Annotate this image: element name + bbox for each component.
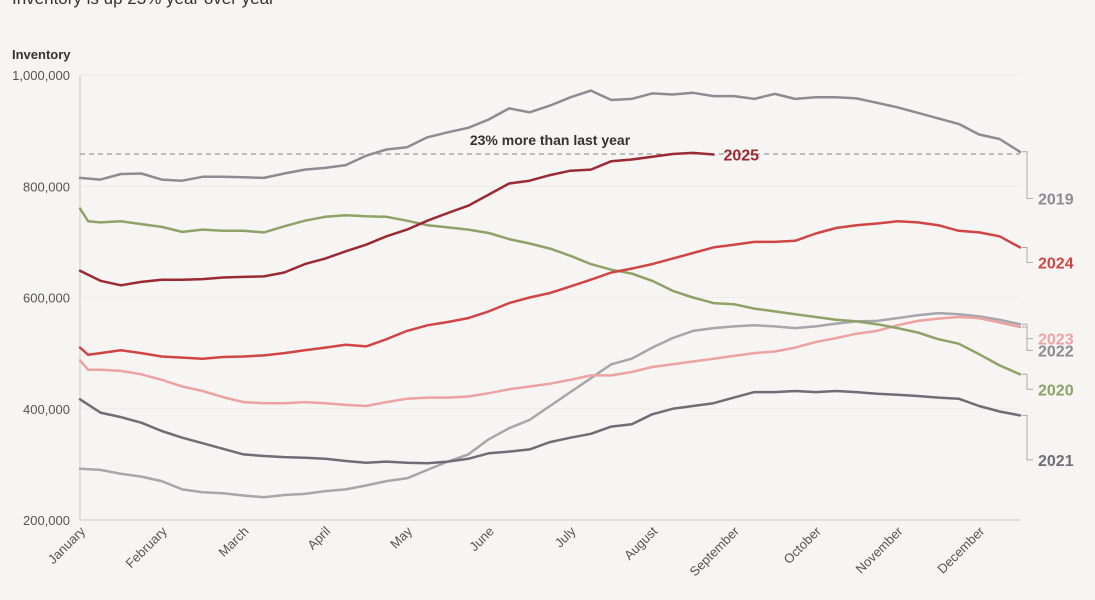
series-label-2025: 2025 (723, 148, 759, 165)
y-tick-label: 600,000 (23, 291, 70, 306)
series-line-2022 (78, 311, 1022, 499)
series-label-2020: 2020 (1038, 382, 1074, 399)
y-tick-label: 400,000 (23, 402, 70, 417)
y-axis-label: Inventory (12, 47, 71, 62)
series-label-2019: 2019 (1038, 191, 1074, 208)
leader-2020 (1022, 373, 1033, 390)
leader-2024 (1022, 246, 1033, 263)
x-tick-label: February (122, 523, 170, 571)
leader-2022 (1022, 323, 1033, 351)
x-tick-label: March (215, 524, 251, 560)
leader-2021 (1022, 414, 1033, 461)
series-line-2020 (78, 207, 1022, 376)
x-tick-label: September (686, 523, 742, 579)
series-line-2024 (78, 220, 1022, 360)
reference-annotation: 23% more than last year (470, 132, 631, 148)
x-tick-label: August (621, 523, 660, 562)
x-tick-label: June (466, 524, 497, 555)
series-line-2021 (78, 389, 1022, 465)
leader-2019 (1022, 151, 1033, 199)
series-label-2024: 2024 (1038, 255, 1074, 272)
y-tick-label: 800,000 (23, 179, 70, 194)
series-line-2019 (78, 89, 1022, 182)
series-label-2023: 2023 (1038, 332, 1074, 349)
series-line-2025 (78, 151, 715, 287)
y-tick-label: 200,000 (23, 513, 70, 528)
x-tick-label: November (853, 523, 906, 576)
x-tick-label: October (780, 523, 824, 567)
x-tick-label: May (387, 523, 415, 551)
series-label-2021: 2021 (1038, 453, 1074, 470)
y-tick-label: 1,000,000 (12, 68, 70, 83)
x-tick-label: July (552, 523, 579, 550)
x-tick-label: April (304, 523, 333, 552)
chart-title: Inventory is up 23% year over year (12, 0, 275, 9)
series-label-2022: 2022 (1038, 343, 1074, 360)
x-tick-label: January (45, 523, 89, 567)
x-tick-label: December (934, 523, 987, 576)
series-line-2023 (78, 315, 1022, 408)
